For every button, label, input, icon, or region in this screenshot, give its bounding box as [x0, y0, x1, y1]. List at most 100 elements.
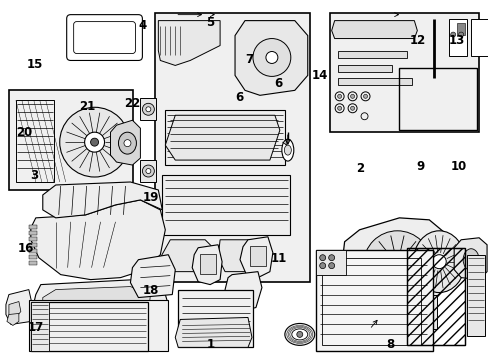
- Bar: [9, 90, 133, 190]
- Bar: [249, 246, 265, 266]
- Bar: [16, 100, 54, 182]
- Bar: [329, 13, 478, 132]
- Bar: [165, 110, 285, 165]
- Ellipse shape: [145, 107, 151, 112]
- Bar: [321, 258, 421, 345]
- Polygon shape: [42, 287, 150, 324]
- Ellipse shape: [458, 32, 463, 37]
- Bar: [337, 66, 392, 72]
- Text: 13: 13: [447, 34, 464, 48]
- Polygon shape: [160, 240, 220, 272]
- Bar: [29, 300, 168, 351]
- Ellipse shape: [142, 165, 154, 177]
- Text: 4: 4: [138, 19, 146, 32]
- Ellipse shape: [142, 103, 154, 115]
- Bar: [140, 160, 156, 182]
- Ellipse shape: [350, 94, 354, 98]
- Text: 18: 18: [142, 284, 159, 297]
- Bar: [399, 68, 476, 130]
- Bar: [359, 294, 436, 329]
- Ellipse shape: [363, 231, 430, 298]
- Polygon shape: [224, 272, 262, 311]
- Text: 19: 19: [142, 191, 159, 204]
- Bar: [448, 19, 466, 57]
- Ellipse shape: [384, 303, 411, 321]
- Polygon shape: [235, 21, 307, 95]
- Ellipse shape: [412, 231, 464, 293]
- Text: 20: 20: [16, 126, 32, 139]
- Ellipse shape: [281, 139, 293, 161]
- Ellipse shape: [462, 249, 478, 271]
- Ellipse shape: [450, 32, 455, 37]
- Polygon shape: [7, 314, 19, 325]
- Bar: [31, 302, 49, 351]
- Ellipse shape: [234, 312, 251, 327]
- Bar: [29, 243, 37, 247]
- Bar: [315, 250, 432, 351]
- Polygon shape: [33, 280, 168, 337]
- Text: 6: 6: [235, 91, 243, 104]
- Polygon shape: [42, 182, 162, 218]
- Text: 22: 22: [124, 98, 141, 111]
- Polygon shape: [341, 218, 450, 315]
- Bar: [140, 98, 156, 120]
- Ellipse shape: [124, 140, 131, 147]
- Text: 21: 21: [80, 100, 96, 113]
- Text: 16: 16: [18, 242, 34, 255]
- Text: 10: 10: [450, 160, 466, 173]
- Text: 2: 2: [356, 162, 364, 175]
- Ellipse shape: [284, 145, 291, 155]
- Bar: [466, 255, 484, 336]
- Polygon shape: [110, 120, 140, 165]
- Text: 15: 15: [27, 58, 43, 71]
- Bar: [162, 175, 289, 235]
- Bar: [470, 19, 488, 57]
- Ellipse shape: [285, 323, 314, 345]
- Bar: [456, 23, 464, 35]
- Ellipse shape: [393, 261, 401, 269]
- Bar: [29, 261, 37, 265]
- Ellipse shape: [252, 39, 290, 76]
- Bar: [407, 248, 464, 345]
- Text: 6: 6: [274, 77, 282, 90]
- Ellipse shape: [296, 332, 302, 337]
- Bar: [315, 250, 345, 275]
- Bar: [29, 237, 37, 241]
- Text: 12: 12: [408, 34, 425, 48]
- Polygon shape: [331, 21, 416, 39]
- Text: 11: 11: [270, 252, 286, 265]
- Ellipse shape: [145, 168, 151, 174]
- Text: 3: 3: [30, 169, 38, 182]
- Ellipse shape: [337, 106, 341, 110]
- Text: 5: 5: [206, 17, 214, 30]
- Ellipse shape: [350, 106, 354, 110]
- Bar: [29, 225, 37, 229]
- Ellipse shape: [118, 132, 136, 154]
- Text: 8: 8: [386, 338, 394, 351]
- Polygon shape: [6, 289, 33, 324]
- Bar: [200, 254, 216, 274]
- Polygon shape: [175, 318, 251, 347]
- Ellipse shape: [319, 263, 325, 269]
- Bar: [155, 13, 309, 282]
- Polygon shape: [453, 238, 486, 280]
- Ellipse shape: [319, 255, 325, 261]
- Ellipse shape: [363, 94, 367, 98]
- Bar: [337, 50, 407, 58]
- Ellipse shape: [328, 263, 334, 269]
- Bar: [29, 255, 37, 259]
- Ellipse shape: [431, 255, 446, 269]
- Polygon shape: [218, 240, 269, 272]
- Polygon shape: [158, 21, 220, 66]
- Bar: [337, 78, 411, 85]
- Ellipse shape: [60, 107, 129, 177]
- Polygon shape: [31, 200, 165, 280]
- Ellipse shape: [385, 253, 408, 276]
- Ellipse shape: [238, 316, 247, 323]
- Ellipse shape: [337, 94, 341, 98]
- Polygon shape: [240, 237, 272, 278]
- Bar: [407, 248, 464, 345]
- Bar: [31, 302, 148, 351]
- Text: 9: 9: [416, 160, 424, 173]
- Polygon shape: [130, 255, 175, 298]
